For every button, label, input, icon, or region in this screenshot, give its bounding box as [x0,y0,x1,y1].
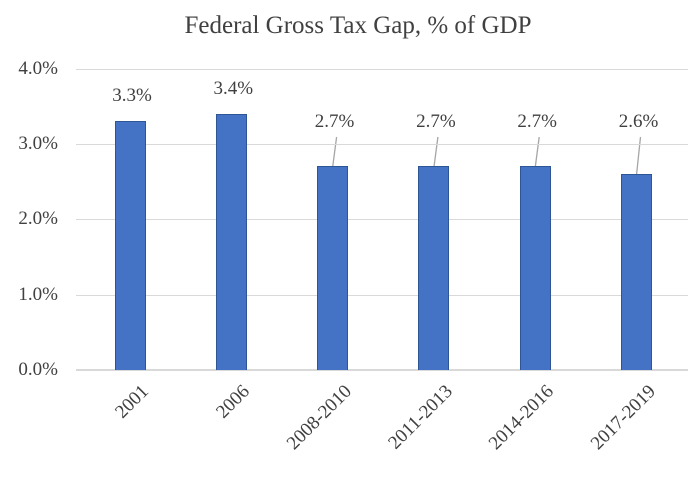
y-tick-label: 4.0% [18,57,58,79]
y-tick-label: 1.0% [18,283,58,305]
leader-line [331,136,338,168]
y-tick-label: 2.0% [18,208,58,230]
x-tick-label-2001: 2001 [111,381,153,423]
bar-2017-2019 [621,174,652,370]
bar-2001 [114,121,146,370]
bar-2014-2016 [519,166,551,370]
gridline [76,68,688,70]
leader-line [534,136,540,168]
leader-line [635,136,642,176]
y-tick-label: 3.0% [18,132,58,154]
bar-2008-2010 [317,166,349,370]
data-label: 3.4% [213,77,254,99]
data-label: 2.7% [517,111,557,132]
bar-2011-2013 [418,166,450,370]
leader-line [433,136,439,168]
bar-2006 [215,113,247,370]
gridline [76,143,688,145]
y-tick-label: 0.0% [18,359,58,380]
data-label: 2.6% [618,111,659,132]
x-axis-line [76,369,688,371]
data-label: 2.7% [416,111,456,132]
chart-title: Federal Gross Tax Gap, % of GDP [184,12,532,39]
data-label: 3.3% [112,85,152,107]
data-label: 2.7% [314,111,355,132]
gridline [76,219,688,221]
gridline [76,294,688,296]
